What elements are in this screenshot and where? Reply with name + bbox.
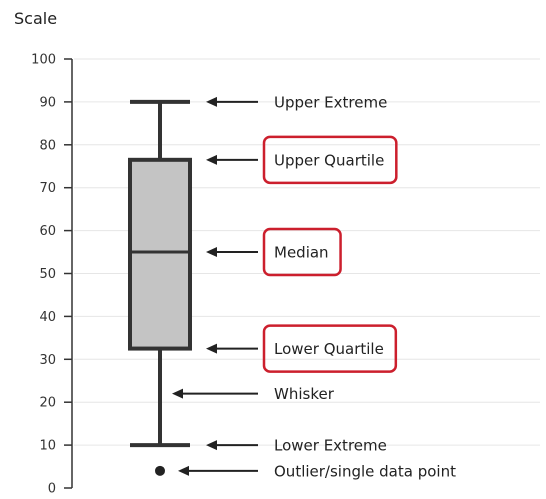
y-tick-label: 60 xyxy=(39,224,56,239)
arrow-head-icon xyxy=(206,247,217,258)
annotation-upper-extreme: Upper Extreme xyxy=(206,93,387,111)
annotation-label: Outlier/single data point xyxy=(274,462,456,480)
y-tick-label: 70 xyxy=(39,181,56,196)
annotation-label: Whisker xyxy=(274,385,335,403)
y-tick-label: 10 xyxy=(39,439,56,454)
scale-title: Scale xyxy=(14,9,57,28)
annotation-label: Upper Extreme xyxy=(274,93,387,111)
arrow-head-icon xyxy=(206,154,217,165)
annotations: Upper Extreme Upper Quartile Median Lower Q… xyxy=(172,93,456,480)
y-tick-label: 20 xyxy=(39,396,56,411)
y-tick-label: 40 xyxy=(39,310,56,325)
annotation-whisker: Whisker xyxy=(172,385,335,403)
y-tick-label: 50 xyxy=(39,267,56,282)
y-tick-label: 100 xyxy=(31,53,56,68)
interquartile-box xyxy=(128,157,192,351)
annotation-label: Median xyxy=(274,244,329,262)
annotation-lower-quartile: Lower Quartile xyxy=(206,324,398,373)
annotation-label: Upper Quartile xyxy=(274,151,384,169)
annotation-median: Median xyxy=(206,227,342,277)
arrow-head-icon xyxy=(206,440,217,451)
arrow-head-icon xyxy=(206,343,217,354)
highlight-box xyxy=(262,227,342,277)
annotation-label: Lower Quartile xyxy=(274,340,384,358)
annotation-upper-quartile: Upper Quartile xyxy=(206,135,398,185)
y-tick-label: 80 xyxy=(39,138,56,153)
arrow-head-icon xyxy=(178,465,189,476)
y-tick-label: 0 xyxy=(48,482,56,497)
annotation-lower-extreme: Lower Extreme xyxy=(206,437,387,455)
y-tick-label: 90 xyxy=(39,95,56,110)
arrow-head-icon xyxy=(172,388,183,399)
outlier-point xyxy=(155,465,165,476)
highlight-box xyxy=(262,135,398,185)
arrow-head-icon xyxy=(206,96,217,107)
annotation-label: Lower Extreme xyxy=(274,437,387,455)
y-axis: 0 10 20 30 40 50 60 70 80 90 100 xyxy=(31,53,73,497)
y-tick-label: 30 xyxy=(39,353,56,368)
annotation-outlier: Outlier/single data point xyxy=(178,462,456,480)
highlight-box xyxy=(262,324,398,373)
box-plot xyxy=(128,99,192,476)
